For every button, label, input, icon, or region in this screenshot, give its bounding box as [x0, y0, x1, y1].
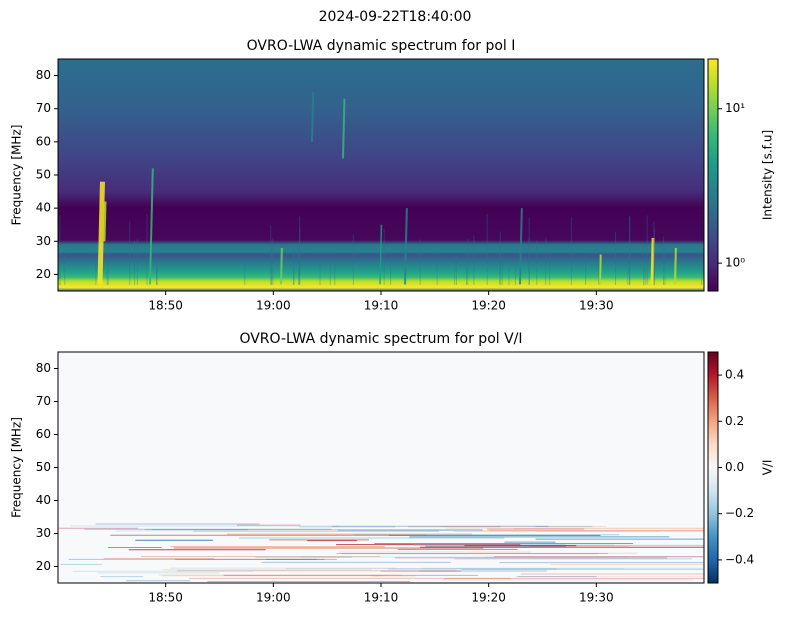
y-tick-label: 50 — [36, 460, 51, 474]
colorbar-label: Intensity [s.f.u] — [761, 130, 775, 220]
y-tick-label: 70 — [36, 101, 51, 115]
burst — [102, 201, 107, 242]
figure-title: 2024-09-22T18:40:00 — [319, 9, 472, 25]
y-tick-label: 30 — [36, 526, 51, 540]
x-tick-label: 18:50 — [148, 591, 183, 605]
colorbar-tick-label: 0.2 — [725, 414, 744, 428]
y-tick-label: 40 — [36, 493, 51, 507]
stripes — [58, 523, 704, 582]
burst — [311, 92, 315, 142]
x-tick-label: 19:00 — [256, 591, 291, 605]
y-tick-label: 60 — [36, 427, 51, 441]
burst — [97, 181, 105, 285]
colorbar-tick-label: 0.0 — [725, 460, 744, 474]
x-tick-label: 19:10 — [364, 299, 399, 313]
y-tick-label: 30 — [36, 234, 51, 248]
y-tick-label: 40 — [36, 201, 51, 215]
colorbar-label: V/I — [761, 460, 775, 476]
x-tick-label: 19:30 — [579, 299, 614, 313]
colorbar-tick-label: −0.4 — [725, 552, 754, 566]
burst — [379, 224, 383, 285]
burst — [599, 254, 602, 285]
burst — [149, 168, 154, 285]
axes-title: OVRO-LWA dynamic spectrum for pol V/I — [239, 331, 522, 347]
y-tick-label: 50 — [36, 168, 51, 182]
colorbar — [707, 351, 719, 584]
y-axis-label: Frequency [MHz] — [10, 125, 24, 226]
burst — [404, 208, 408, 285]
colorbar — [707, 58, 719, 292]
burst — [519, 208, 523, 285]
y-tick-label: 20 — [36, 559, 51, 573]
colorbar-tick-label: 10⁰ — [725, 256, 745, 270]
x-tick-label: 19:20 — [471, 299, 506, 313]
y-tick-label: 60 — [36, 134, 51, 148]
colorbar-tick-label: 10¹ — [725, 101, 745, 115]
x-tick-label: 19:00 — [256, 299, 291, 313]
burst — [674, 247, 677, 285]
x-tick-label: 19:10 — [364, 591, 399, 605]
axes-title: OVRO-LWA dynamic spectrum for pol I — [247, 38, 516, 54]
burst — [280, 247, 283, 285]
x-tick-label: 18:50 — [148, 299, 183, 313]
colorbar-tick-label: −0.2 — [725, 506, 754, 520]
x-tick-label: 19:30 — [579, 591, 614, 605]
colorbar-tick-label: 0.4 — [725, 368, 744, 382]
burst — [650, 237, 655, 285]
x-tick-label: 19:20 — [471, 591, 506, 605]
y-tick-label: 20 — [36, 267, 51, 281]
y-tick-label: 70 — [36, 394, 51, 408]
bursts — [57, 92, 703, 285]
burst — [342, 98, 346, 159]
y-tick-label: 80 — [36, 361, 51, 375]
y-tick-label: 80 — [36, 68, 51, 82]
y-axis-label: Frequency [MHz] — [10, 417, 24, 518]
